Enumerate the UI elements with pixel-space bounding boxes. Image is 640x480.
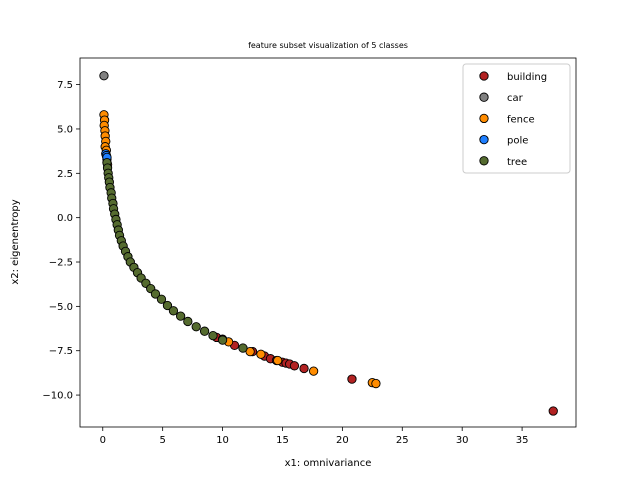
- legend-label-tree: tree: [507, 157, 527, 168]
- legend-label-building: building: [507, 72, 547, 83]
- car-point: [99, 71, 109, 81]
- plot-frame: [79, 57, 577, 428]
- tree-point: [183, 316, 193, 327]
- x-axis-ticks: 0 5 10 15 20 25 30 35: [100, 427, 529, 446]
- y-tick-label: −7.5: [49, 346, 73, 357]
- y-tick-label: −10.0: [42, 391, 73, 402]
- building-point: [289, 361, 300, 371]
- fence-point: [308, 366, 319, 376]
- chart-title: feature subset visualization of 5 classe…: [248, 41, 408, 50]
- legend-label-pole: pole: [507, 136, 528, 147]
- tree-point: [162, 300, 173, 311]
- x-tick-label: 10: [216, 435, 229, 446]
- tree-point: [191, 322, 201, 332]
- building-point: [299, 363, 309, 374]
- x-tick-label: 0: [100, 435, 106, 446]
- legend-box: [462, 63, 571, 174]
- building-point: [347, 374, 357, 384]
- y-tick-label: −5.0: [49, 302, 73, 313]
- y-tick-label: 7.5: [57, 80, 73, 91]
- points-layer: [99, 71, 558, 416]
- y-tick-label: −2.5: [49, 258, 73, 269]
- x-tick-label: 30: [456, 435, 469, 446]
- fence-point: [371, 378, 381, 389]
- y-axis-ticks: 7.5 5.0 2.5 0.0 −2.5 −5.0 −7.5 −10.0: [42, 80, 80, 402]
- y-tick-label: 2.5: [57, 169, 73, 180]
- tree-point: [208, 330, 218, 341]
- legend-label-car: car: [507, 93, 524, 104]
- legend: building car fence pole tree: [462, 63, 571, 174]
- tree-point: [217, 335, 228, 345]
- tree-point: [150, 289, 161, 299]
- tree-point: [175, 311, 186, 321]
- legend-label-fence: fence: [507, 114, 535, 125]
- x-tick-label: 20: [336, 435, 349, 446]
- y-tick-label: 0.0: [57, 213, 73, 224]
- x-axis-label: x1: omnivariance: [285, 458, 372, 469]
- legend-marker-car: [479, 92, 489, 102]
- building-point: [548, 406, 558, 416]
- tree-point: [199, 326, 210, 336]
- x-tick-label: 5: [159, 435, 165, 446]
- series-car: [99, 71, 109, 81]
- y-axis-label: x2: eigenentropy: [10, 199, 21, 284]
- x-tick-label: 15: [276, 435, 289, 446]
- legend-marker-tree: [479, 156, 489, 166]
- x-tick-label: 35: [516, 435, 529, 446]
- y-tick-label: 5.0: [57, 124, 73, 135]
- legend-marker-building: [479, 71, 489, 81]
- legend-marker-pole: [479, 134, 489, 145]
- fence-point: [256, 349, 266, 359]
- tree-point: [238, 343, 248, 353]
- series-tree: [102, 158, 248, 353]
- tree-point: [156, 294, 167, 304]
- legend-marker-fence: [479, 113, 489, 124]
- x-tick-label: 25: [396, 435, 409, 446]
- tree-point: [168, 306, 179, 316]
- fence-point: [273, 355, 283, 366]
